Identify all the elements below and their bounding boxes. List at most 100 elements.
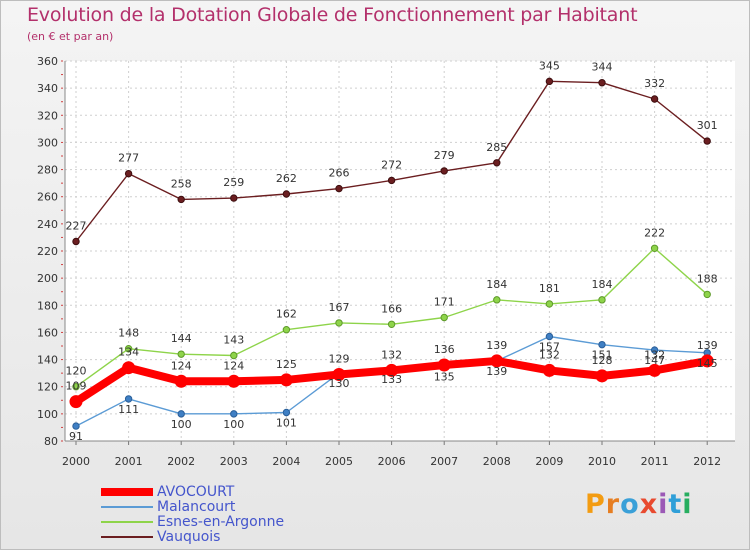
data-label-esnes-en-argonne-2003: 143 (223, 334, 244, 347)
data-point-avocourt-2008 (490, 354, 504, 368)
data-point-malancourt-2003 (230, 410, 238, 418)
data-point-esnes-en-argonne-2008 (493, 296, 501, 304)
x-tick-label-2007: 2007 (430, 455, 458, 468)
data-label-avocourt-2009: 132 (539, 348, 560, 361)
data-label-vauquois-2003: 259 (223, 176, 244, 189)
data-label-malancourt-2011: 147 (644, 354, 665, 367)
data-label-avocourt-2003: 124 (223, 359, 244, 372)
y-tick-label-160: 160 (37, 326, 58, 339)
data-labels: 109 134 124 124 125 129 132 136 139 132 128 132 139 9… (66, 59, 718, 443)
data-label-malancourt-2010: 151 (592, 349, 613, 362)
data-point-esnes-en-argonne-2012 (703, 290, 711, 299)
data-label-avocourt-2002: 124 (171, 359, 192, 372)
data-point-avocourt-2005 (332, 368, 346, 381)
data-point-avocourt-2001 (122, 361, 136, 375)
data-label-esnes-en-argonne-2010: 184 (592, 278, 613, 291)
data-label-avocourt-2001: 134 (118, 346, 139, 359)
y-tick-label-120: 120 (37, 381, 58, 394)
data-label-malancourt-2005: 130 (329, 377, 350, 390)
y-tick-label-320: 320 (37, 109, 58, 122)
y-tick-label-80: 80 (44, 435, 58, 448)
legend-swatch-malancourt (101, 506, 153, 508)
legend-label-vauquois: Vauquois (157, 529, 221, 545)
logo-letter: i (682, 489, 693, 520)
data-label-avocourt-2006: 132 (381, 348, 402, 361)
legend-swatch-esnes-en-argonne (101, 521, 153, 523)
legend-label-avocourt: AVOCOURT (157, 484, 235, 500)
data-label-malancourt-2002: 100 (171, 418, 192, 431)
data-label-esnes-en-argonne-2007: 171 (434, 296, 455, 309)
data-label-avocourt-2004: 125 (276, 358, 297, 371)
data-point-vauquois-2012 (703, 137, 711, 145)
data-point-esnes-en-argonne-2001 (124, 345, 133, 353)
data-point-vauquois-2010 (598, 79, 606, 87)
data-point-avocourt-2009 (542, 363, 556, 377)
data-label-vauquois-2000: 227 (66, 220, 87, 233)
x-tick-label-2011: 2011 (641, 455, 669, 468)
x-tick-label-2012: 2012 (693, 455, 721, 468)
data-point-avocourt-2011 (648, 363, 662, 377)
data-point-avocourt-2007 (437, 358, 451, 372)
data-point-malancourt-2009 (545, 332, 554, 341)
logo-letter: i (658, 489, 669, 520)
data-point-vauquois-2001 (124, 169, 133, 178)
data-label-vauquois-2002: 258 (171, 177, 192, 190)
x-tick-label-2006: 2006 (378, 455, 406, 468)
x-tick-label-2010: 2010 (588, 455, 616, 468)
data-label-avocourt-2010: 128 (592, 354, 613, 367)
data-label-avocourt-2011: 132 (644, 348, 665, 361)
data-point-avocourt-2002 (174, 374, 188, 388)
data-label-esnes-en-argonne-2009: 181 (539, 282, 560, 295)
logo-letter: P (585, 489, 606, 520)
data-label-esnes-en-argonne-2004: 162 (276, 308, 297, 321)
data-label-malancourt-2003: 100 (223, 418, 244, 431)
data-point-esnes-en-argonne-2009 (545, 300, 554, 308)
data-point-malancourt-2011 (650, 346, 659, 354)
data-label-vauquois-2010: 344 (592, 61, 613, 74)
data-label-esnes-en-argonne-2006: 166 (381, 302, 402, 315)
data-label-vauquois-2006: 272 (381, 158, 402, 171)
legend-swatch-avocourt (101, 488, 153, 496)
y-tick-label-260: 260 (37, 191, 58, 204)
data-label-malancourt-2009: 157 (539, 341, 560, 354)
data-label-vauquois-2004: 262 (276, 172, 297, 185)
data-label-esnes-en-argonne-2000: 120 (66, 365, 87, 378)
data-point-esnes-en-argonne-2000 (72, 383, 80, 391)
data-point-malancourt-2010 (598, 340, 606, 349)
data-label-malancourt-2006: 133 (381, 373, 402, 386)
logo-letter: o (620, 489, 640, 520)
data-point-vauquois-2002 (177, 195, 185, 204)
chart-title: Evolution de la Dotation Globale de Fonc… (27, 4, 638, 26)
data-point-esnes-en-argonne-2006 (387, 320, 396, 328)
data-point-vauquois-2004 (282, 190, 291, 198)
data-point-vauquois-2005 (335, 184, 343, 193)
series (69, 77, 714, 430)
data-point-malancourt-2002 (177, 410, 185, 418)
data-point-avocourt-2000 (69, 395, 83, 409)
data-label-malancourt-2008: 139 (486, 365, 507, 378)
logo-letter: x (639, 489, 659, 520)
data-label-malancourt-2001: 111 (118, 403, 139, 416)
x-tick-label-2005: 2005 (325, 455, 353, 468)
x-tick-label-2000: 2000 (62, 455, 90, 468)
chart-subtitle: (en € et par an) (27, 30, 114, 43)
data-point-avocourt-2006 (385, 363, 399, 377)
data-point-esnes-en-argonne-2011 (650, 244, 659, 252)
y-tick-label-340: 340 (37, 82, 58, 95)
y-tick-label-200: 200 (37, 272, 58, 285)
data-point-esnes-en-argonne-2007 (440, 313, 448, 322)
y-tick-label-100: 100 (37, 408, 58, 421)
data-point-vauquois-2000 (72, 237, 80, 246)
data-label-avocourt-2012: 139 (697, 339, 718, 352)
data-label-esnes-en-argonne-2002: 144 (171, 332, 192, 345)
y-tick-label-280: 280 (37, 164, 58, 177)
axes: 80 100 120 140 160 180 200 220 240 260 280 300 320 34… (37, 55, 735, 468)
y-tick-label-300: 300 (37, 136, 58, 149)
x-tick-label-2002: 2002 (167, 455, 195, 468)
data-point-vauquois-2003 (230, 194, 238, 202)
x-tick-label-2009: 2009 (535, 455, 563, 468)
data-point-malancourt-2000 (72, 422, 80, 430)
data-label-esnes-en-argonne-2001: 148 (118, 327, 139, 340)
data-label-vauquois-2005: 266 (329, 167, 350, 180)
